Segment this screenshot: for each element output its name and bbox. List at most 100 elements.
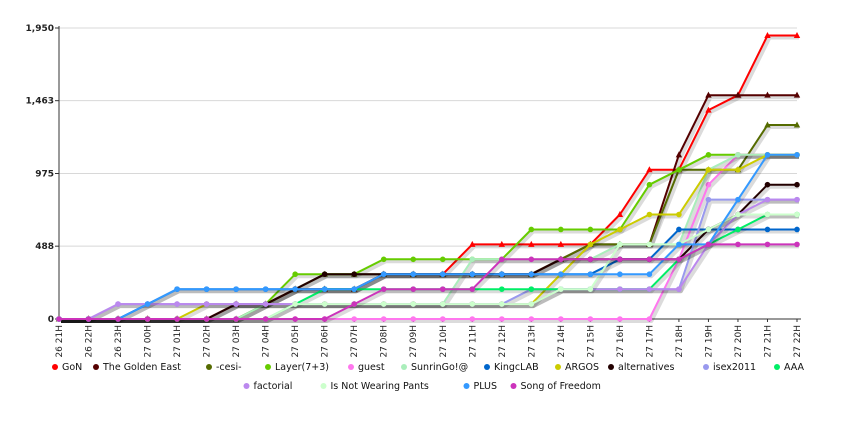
- data-point: [646, 271, 653, 278]
- legend-label: SunrinGo!@: [411, 362, 468, 373]
- x-tick-label: 27 19H: [704, 325, 714, 358]
- legend-label: Layer(7+3): [275, 362, 329, 373]
- series-shadow: [61, 95, 799, 323]
- data-point: [735, 226, 741, 233]
- x-tick-label: 27 18H: [675, 325, 685, 358]
- legend-item: KingcLAB: [484, 362, 539, 373]
- x-tick-label: 26 22H: [85, 325, 95, 358]
- data-point: [764, 211, 771, 218]
- data-point: [499, 316, 505, 322]
- data-point: [587, 241, 594, 248]
- x-tick-label: 27 11H: [468, 325, 478, 358]
- data-point: [380, 271, 387, 278]
- data-point: [174, 316, 180, 322]
- data-point: [676, 226, 682, 233]
- data-point: [587, 271, 594, 278]
- y-tick-label: 0: [48, 315, 54, 325]
- legend-item: factorial: [243, 381, 292, 392]
- legend-item: The Golden East: [93, 362, 181, 373]
- data-point: [469, 316, 476, 322]
- legend-item: SunrinGo!@: [401, 362, 468, 373]
- data-point: [764, 196, 771, 203]
- x-tick-label: 27 17H: [645, 325, 655, 358]
- data-point: [528, 256, 535, 263]
- data-point: [558, 271, 564, 278]
- data-point: [380, 256, 387, 263]
- data-point: [233, 316, 239, 322]
- data-point: [528, 301, 535, 307]
- legend-swatch: [510, 383, 517, 389]
- legend-label: PLUS: [474, 381, 498, 392]
- legend-swatch: [608, 364, 614, 370]
- data-point: [292, 286, 298, 292]
- data-point: [764, 226, 771, 233]
- data-point: [498, 240, 505, 247]
- data-point: [646, 286, 653, 292]
- x-tick-label: 27 01H: [173, 325, 183, 358]
- data-point: [262, 316, 269, 322]
- data-point: [439, 301, 446, 307]
- data-point: [469, 256, 476, 263]
- data-point: [410, 286, 417, 292]
- data-point: [144, 301, 151, 307]
- series-14: [56, 241, 800, 323]
- legend-swatch: [703, 364, 709, 370]
- data-point: [528, 286, 535, 292]
- data-point: [499, 271, 505, 278]
- data-point: [705, 196, 712, 203]
- series-shadow: [61, 154, 799, 323]
- data-point: [735, 241, 741, 248]
- data-point: [469, 301, 476, 307]
- data-point: [292, 271, 298, 278]
- y-axis-ticks: 0 488 975 1,463 1,950: [26, 24, 59, 325]
- data-point: [793, 31, 801, 38]
- legend-item: -cesi-: [206, 362, 242, 373]
- x-tick-label: 27 02H: [203, 325, 213, 358]
- data-point: [616, 211, 624, 218]
- series-shadow: [61, 154, 799, 323]
- x-tick-label: 27 14H: [557, 325, 567, 358]
- data-point: [558, 226, 564, 233]
- data-point: [439, 271, 446, 278]
- legend-label: AAA: [784, 362, 805, 373]
- legend-swatch: [463, 383, 470, 389]
- x-tick-label: 27 08H: [380, 325, 390, 358]
- legend-item: guest: [348, 362, 385, 373]
- legend-label: isex2011: [713, 362, 756, 373]
- legend-swatch: [243, 383, 250, 389]
- data-point: [558, 286, 564, 292]
- data-point: [617, 226, 623, 233]
- data-point: [705, 226, 712, 233]
- legend-label: The Golden East: [102, 362, 181, 373]
- data-point: [233, 286, 239, 292]
- data-point: [262, 286, 269, 292]
- data-point: [676, 286, 682, 292]
- data-point: [203, 286, 210, 292]
- data-point: [793, 121, 801, 128]
- series-line: [59, 243, 797, 320]
- data-point: [528, 316, 535, 322]
- data-point: [617, 271, 623, 278]
- data-point: [705, 91, 712, 98]
- data-point: [587, 256, 594, 263]
- data-point: [735, 152, 741, 158]
- legend-swatch: [320, 383, 327, 389]
- data-point: [735, 196, 741, 203]
- data-point: [734, 91, 742, 98]
- data-point: [794, 211, 800, 218]
- data-point: [617, 241, 623, 248]
- legend-swatch: [206, 364, 212, 370]
- data-point: [794, 226, 800, 233]
- data-point: [617, 256, 623, 263]
- data-point: [764, 181, 771, 188]
- data-point: [439, 316, 446, 322]
- x-tick-label: 27 07H: [350, 325, 360, 358]
- data-point: [351, 271, 358, 278]
- series-shadow: [61, 199, 799, 323]
- data-point: [380, 316, 387, 322]
- data-point: [528, 240, 535, 247]
- legend-swatch: [555, 364, 561, 370]
- data-point: [675, 151, 683, 158]
- data-point: [410, 316, 417, 322]
- data-point: [499, 256, 505, 263]
